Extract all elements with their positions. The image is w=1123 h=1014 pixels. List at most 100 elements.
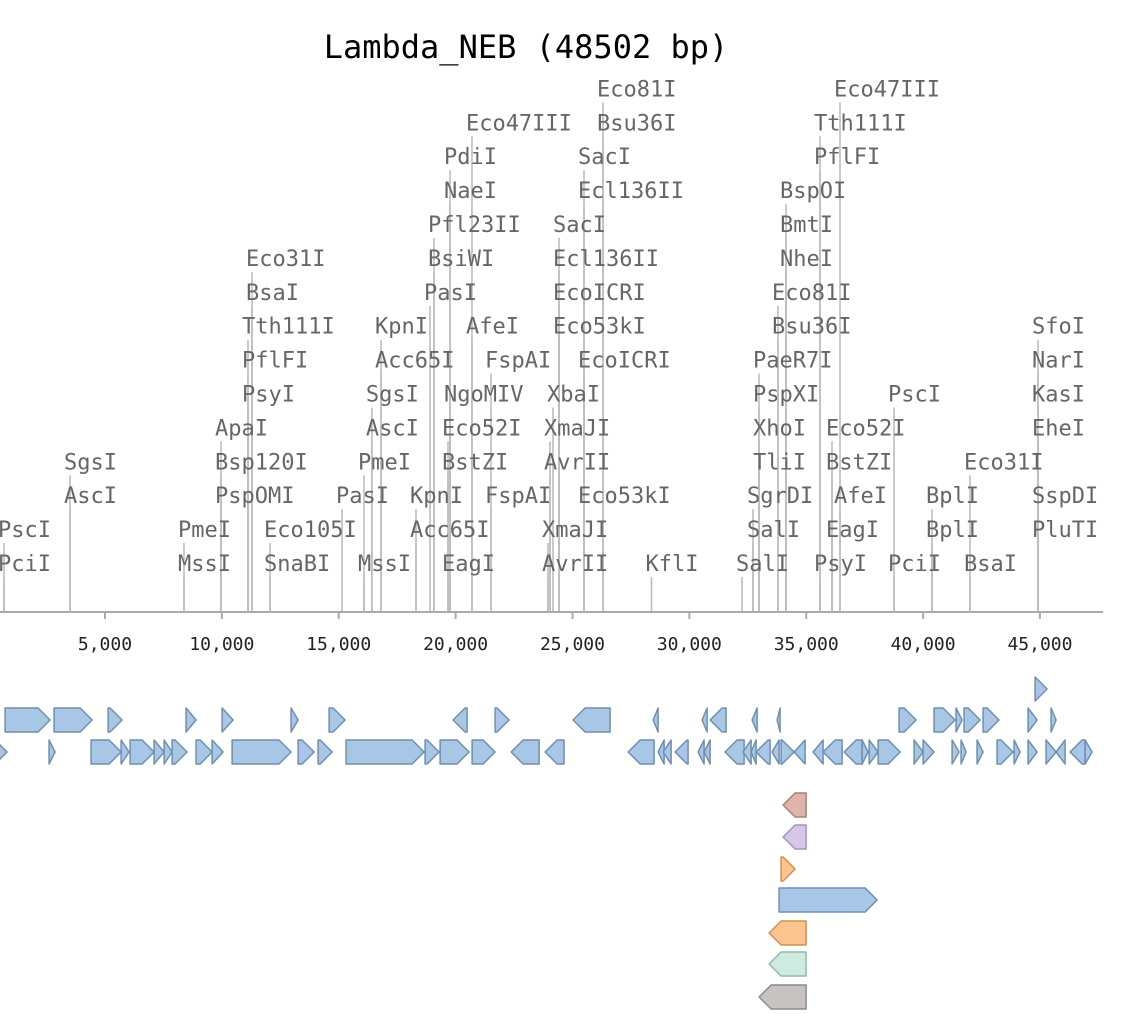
feature-arrow-forward bbox=[90, 739, 122, 765]
feature-arrow-forward bbox=[345, 739, 425, 765]
feature-arrow-forward bbox=[1027, 739, 1038, 765]
axis-tick-label: 35,000 bbox=[774, 634, 839, 655]
cut-site-label: PflFI bbox=[814, 145, 880, 170]
cut-site-label: PciI bbox=[888, 552, 941, 577]
cut-site-label: KflI bbox=[645, 552, 698, 577]
feature-arrow-forward bbox=[211, 739, 224, 765]
cut-site-label: PluTI bbox=[1032, 518, 1098, 543]
feature-arrow-forward bbox=[424, 739, 440, 765]
feature-arrow-forward bbox=[780, 739, 795, 765]
cut-site-label: MssI bbox=[178, 552, 231, 577]
cut-site-label: PscI bbox=[0, 518, 51, 543]
cut-site-label: Pfl23II bbox=[428, 213, 521, 238]
feature-arrow-forward bbox=[494, 707, 510, 733]
feature-arrow-forward bbox=[913, 739, 924, 765]
axis-tick-label: 10,000 bbox=[189, 634, 254, 655]
cut-site-label: Eco81I bbox=[597, 77, 676, 102]
feature-arrow-forward bbox=[982, 707, 1000, 733]
cut-site-label: PasI bbox=[424, 281, 477, 306]
cut-site-label: XhoI bbox=[753, 416, 806, 441]
cut-site-label: PasI bbox=[336, 484, 389, 509]
cut-site-label: Eco52I bbox=[442, 416, 521, 441]
feature-arrow-reverse bbox=[768, 920, 807, 946]
feature-arrow-forward bbox=[129, 739, 155, 765]
axis-tick-label: 20,000 bbox=[423, 634, 488, 655]
feature-arrow-reverse bbox=[755, 739, 771, 765]
cut-site-label: Bsp120I bbox=[215, 450, 308, 475]
cut-site-label: PflFI bbox=[242, 349, 308, 374]
cut-site-label: Eco31I bbox=[246, 247, 325, 272]
feature-arrow-reverse bbox=[776, 707, 781, 733]
cut-site-label: Eco81I bbox=[772, 281, 851, 306]
feature-arrow-forward bbox=[1013, 739, 1021, 765]
cut-site-label: BspOI bbox=[780, 179, 846, 204]
cut-site-lines bbox=[3, 102, 1039, 612]
cut-site-label: AfeI bbox=[466, 315, 519, 340]
cut-site-label: AvrII bbox=[544, 450, 610, 475]
feature-arrow-reverse bbox=[572, 707, 611, 733]
feature-arrow-reverse bbox=[782, 792, 807, 818]
feature-arrow-forward bbox=[297, 739, 315, 765]
feature-arrow-reverse bbox=[812, 739, 824, 765]
feature-arrow-forward bbox=[120, 739, 130, 765]
cut-site-label: Tth111I bbox=[814, 111, 907, 136]
axis-tick-label: 30,000 bbox=[657, 634, 722, 655]
axis-tick-label: 25,000 bbox=[540, 634, 605, 655]
cut-site-label: SalI bbox=[736, 552, 789, 577]
cut-site-label: BmtI bbox=[780, 213, 833, 238]
cut-site-label: KpnI bbox=[410, 484, 463, 509]
cut-site-labels: PciI PscI AscI SgsI MssI PmeI PspOMI Bsp120I Apa… bbox=[0, 77, 1098, 577]
cut-site-label: PciI bbox=[0, 552, 51, 577]
cut-site-label: EcoICRI bbox=[553, 281, 646, 306]
cut-site-label: PscI bbox=[888, 383, 941, 408]
cut-site-label: EagI bbox=[826, 518, 879, 543]
feature-arrow-forward bbox=[951, 739, 960, 765]
feature-arrow-forward bbox=[471, 739, 496, 765]
cut-site-label: FspAI bbox=[485, 484, 551, 509]
map-title: Lambda_NEB (48502 bp) bbox=[323, 28, 729, 66]
feature-arrow-forward bbox=[996, 739, 1014, 765]
cut-site-label: PsyI bbox=[814, 552, 867, 577]
feature-arrow-forward bbox=[4, 707, 51, 733]
feature-arrow-reverse bbox=[703, 739, 711, 765]
cut-site-label: BplI bbox=[926, 518, 979, 543]
feature-arrow-forward bbox=[1050, 707, 1057, 733]
cut-site-label: PdiI bbox=[444, 145, 497, 170]
feature-arrow-forward bbox=[48, 739, 56, 765]
feature-track bbox=[0, 676, 1093, 1010]
cut-site-label: XmaJI bbox=[542, 518, 608, 543]
cut-site-label: Acc65I bbox=[375, 349, 454, 374]
feature-arrow-forward bbox=[153, 739, 165, 765]
cut-site-label: AvrII bbox=[542, 552, 608, 577]
cut-site-label: SgsI bbox=[64, 450, 117, 475]
cut-site-label: BsaI bbox=[246, 281, 299, 306]
cut-site-label: NgoMIV bbox=[444, 383, 523, 408]
feature-arrow-forward bbox=[195, 739, 213, 765]
cut-site-label: Eco105I bbox=[264, 518, 357, 543]
feature-arrow-reverse bbox=[510, 739, 540, 765]
cut-site-label: NaeI bbox=[444, 179, 497, 204]
feature-arrow-forward bbox=[861, 739, 869, 765]
cut-site-label: PaeR7I bbox=[753, 349, 832, 374]
cut-site-label: Eco52I bbox=[826, 416, 905, 441]
cut-site-label: BsiWI bbox=[428, 247, 494, 272]
cut-site-label: XmaJI bbox=[544, 416, 610, 441]
cut-site-label: BsaI bbox=[964, 552, 1017, 577]
cut-site-label: KasI bbox=[1032, 383, 1085, 408]
cut-site-label: SalI bbox=[747, 518, 800, 543]
feature-arrow-reverse bbox=[793, 739, 806, 765]
cut-site-label: SnaBI bbox=[264, 552, 330, 577]
feature-arrow-forward bbox=[877, 739, 901, 765]
axis-tick-label: 40,000 bbox=[891, 634, 956, 655]
cut-site-label: Eco47III bbox=[466, 111, 572, 136]
cut-site-label: SgrDI bbox=[747, 484, 813, 509]
cut-site-label: MssI bbox=[358, 552, 411, 577]
feature-arrow-reverse bbox=[662, 739, 672, 765]
cut-site-label: SacI bbox=[553, 213, 606, 238]
feature-arrow-forward bbox=[231, 739, 292, 765]
cut-site-label: BstZI bbox=[826, 450, 892, 475]
cut-site-label: Eco53kI bbox=[553, 315, 646, 340]
cut-site-label: Tth111I bbox=[242, 315, 335, 340]
cut-site-label: Ecl136II bbox=[553, 247, 659, 272]
